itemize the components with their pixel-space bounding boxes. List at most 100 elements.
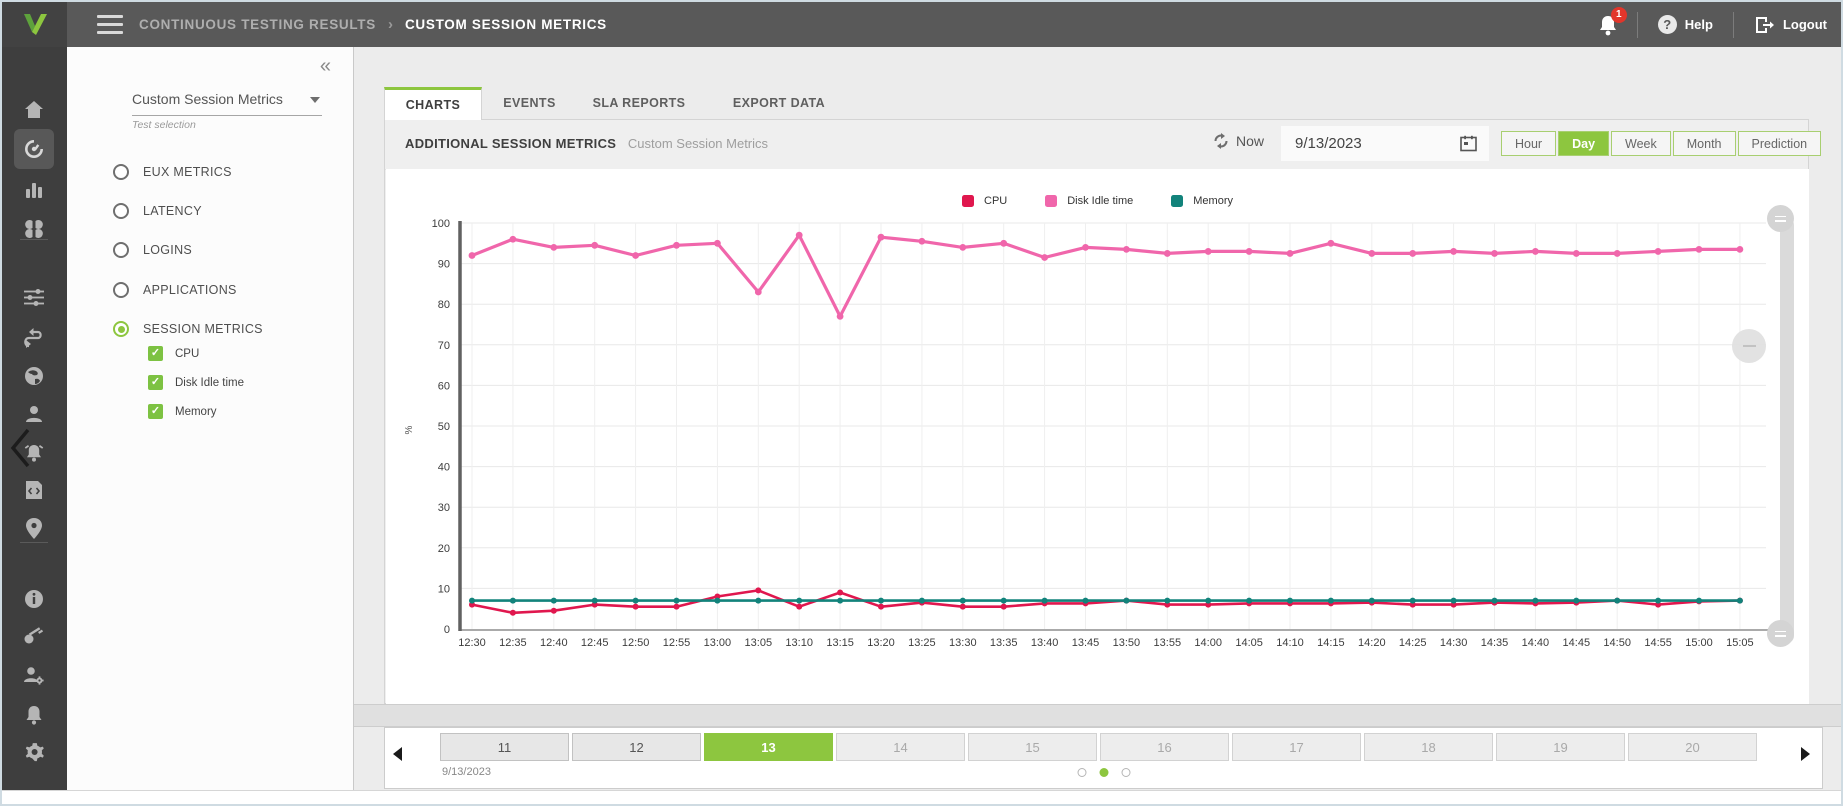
nav-alarm-icon[interactable] — [14, 433, 54, 473]
metric-category-radio-session-metrics[interactable]: SESSION METRICS — [113, 321, 263, 337]
svg-text:14:25: 14:25 — [1399, 637, 1427, 649]
previous-days-arrow[interactable] — [393, 747, 402, 761]
user-icon — [26, 406, 42, 422]
tab-events[interactable]: EVENTS — [503, 95, 556, 110]
legend-swatch-icon — [1171, 195, 1184, 207]
next-days-arrow[interactable] — [1801, 747, 1810, 761]
legend-item-memory[interactable]: Memory — [1171, 195, 1233, 207]
nav-gear-icon[interactable] — [14, 732, 54, 772]
nav-info-icon[interactable] — [14, 579, 54, 619]
nav-apps-icon[interactable] — [14, 209, 54, 249]
day-button-14[interactable]: 14 — [836, 733, 965, 761]
test-selector-dropdown[interactable]: Custom Session Metrics — [132, 91, 322, 116]
now-label: Now — [1236, 133, 1265, 149]
test-selector-caption: Test selection — [132, 119, 196, 131]
date-input[interactable]: 9/13/2023 — [1281, 126, 1489, 161]
nav-bell-icon[interactable] — [14, 695, 54, 735]
pagination-dot-1[interactable] — [1077, 768, 1086, 777]
nav-script-icon[interactable] — [14, 470, 54, 510]
svg-text:90: 90 — [438, 259, 450, 271]
svg-text:13:45: 13:45 — [1072, 637, 1100, 649]
day-button-12[interactable]: 12 — [572, 733, 701, 761]
svg-text:13:55: 13:55 — [1154, 637, 1182, 649]
help-button[interactable]: ? Help — [1652, 15, 1719, 34]
tab-sla-reports[interactable]: SLA REPORTS — [592, 95, 686, 110]
legend-item-disk-idle-time[interactable]: Disk Idle time — [1045, 195, 1133, 207]
day-button-20[interactable]: 20 — [1628, 733, 1757, 761]
day-button-17[interactable]: 17 — [1232, 733, 1361, 761]
nav-home-icon[interactable] — [14, 90, 54, 130]
calendar-icon[interactable] — [1460, 135, 1477, 152]
scrollbar-bottom-grip[interactable] — [1767, 620, 1794, 647]
chevron-down-icon — [310, 97, 320, 103]
day-button-15[interactable]: 15 — [968, 733, 1097, 761]
metric-checkbox-memory[interactable]: ✓ Memory — [148, 404, 217, 419]
pagination-dot-3[interactable] — [1121, 768, 1130, 777]
nav-route-icon[interactable] — [14, 317, 54, 357]
nav-user-icon[interactable] — [14, 394, 54, 434]
nav-location-pin-icon[interactable] — [14, 509, 54, 549]
range-button-prediction[interactable]: Prediction — [1737, 131, 1822, 156]
collapse-panel-icon[interactable]: « — [319, 55, 331, 77]
divider-band — [354, 704, 1841, 727]
radio-icon — [113, 203, 129, 219]
nav-dashboard-gauge-icon[interactable] — [14, 129, 54, 169]
breadcrumb: CONTINUOUS TESTING RESULTS › CUSTOM SESS… — [139, 2, 607, 47]
pagination-dots — [1077, 768, 1130, 777]
svg-text:14:10: 14:10 — [1276, 637, 1304, 649]
metric-checkbox-disk-idle-time[interactable]: ✓ Disk Idle time — [148, 375, 244, 390]
metric-category-radio-latency[interactable]: LATENCY — [113, 203, 202, 219]
pagination-date-label: 9/13/2023 — [442, 766, 491, 778]
metric-category-radio-eux-metrics[interactable]: EUX METRICS — [113, 164, 232, 180]
logout-button[interactable]: Logout — [1748, 16, 1833, 34]
breadcrumb-section[interactable]: CONTINUOUS TESTING RESULTS — [139, 17, 376, 32]
session-metrics-line-chart[interactable]: 0 10 20 30 40 50 60 70 80 90 100 12:30 12:35 12:40 12:… — [404, 208, 1809, 668]
refresh-now-button[interactable]: Now — [1213, 133, 1264, 149]
range-button-day[interactable]: Day — [1558, 131, 1610, 156]
day-button-11[interactable]: 11 — [440, 733, 569, 761]
menu-hamburger-icon[interactable] — [97, 15, 123, 34]
radio-label: LOGINS — [143, 243, 193, 257]
scrollbar-top-grip[interactable] — [1767, 205, 1794, 232]
primary-nav-rail — [2, 47, 67, 790]
panel-collapse-chevron-icon[interactable] — [8, 426, 34, 470]
sliders-icon — [24, 289, 44, 306]
breadcrumb-separator-icon: › — [387, 16, 393, 33]
metric-category-radio-applications[interactable]: APPLICATIONS — [113, 282, 237, 298]
day-button-18[interactable]: 18 — [1364, 733, 1493, 761]
chart-drag-handle[interactable] — [1732, 329, 1766, 363]
nav-sliders-icon[interactable] — [14, 277, 54, 317]
pagination-dot-2[interactable] — [1099, 768, 1108, 777]
nav-bar-chart-icon[interactable] — [14, 170, 54, 210]
breadcrumb-page-title: CUSTOM SESSION METRICS — [404, 17, 607, 32]
metric-checkbox-cpu[interactable]: ✓ CPU — [148, 346, 199, 361]
divider — [1732, 11, 1734, 38]
chart-vertical-scrollbar[interactable] — [1780, 218, 1794, 643]
svg-text:13:15: 13:15 — [826, 637, 854, 649]
nav-key-icon[interactable] — [14, 616, 54, 656]
radio-label: LATENCY — [143, 204, 202, 218]
radio-icon — [113, 321, 129, 337]
day-button-19[interactable]: 19 — [1496, 733, 1625, 761]
checkbox-label: Disk Idle time — [175, 376, 245, 389]
legend-item-cpu[interactable]: CPU — [962, 195, 1007, 207]
day-button-13[interactable]: 13 — [704, 733, 833, 761]
svg-text:14:55: 14:55 — [1644, 637, 1672, 649]
radio-icon — [113, 282, 129, 298]
notifications-button[interactable]: 1 — [1593, 6, 1627, 40]
range-button-month[interactable]: Month — [1672, 131, 1736, 156]
rail-divider — [20, 542, 48, 543]
range-button-hour[interactable]: Hour — [1501, 131, 1557, 156]
y-axis-label: % — [404, 425, 415, 434]
legend-label: CPU — [984, 195, 1008, 207]
radio-label: APPLICATIONS — [143, 283, 237, 297]
range-button-week[interactable]: Week — [1611, 131, 1671, 156]
metric-category-radio-logins[interactable]: LOGINS — [113, 242, 192, 258]
nav-globe-icon[interactable] — [14, 356, 54, 396]
day-button-16[interactable]: 16 — [1100, 733, 1229, 761]
brand-logo[interactable] — [2, 2, 67, 47]
tab-export-data[interactable]: EXPORT DATA — [732, 95, 826, 110]
tab-charts[interactable]: CHARTS — [384, 87, 482, 120]
logout-icon — [1755, 16, 1774, 33]
nav-user-settings-icon[interactable] — [14, 655, 54, 695]
